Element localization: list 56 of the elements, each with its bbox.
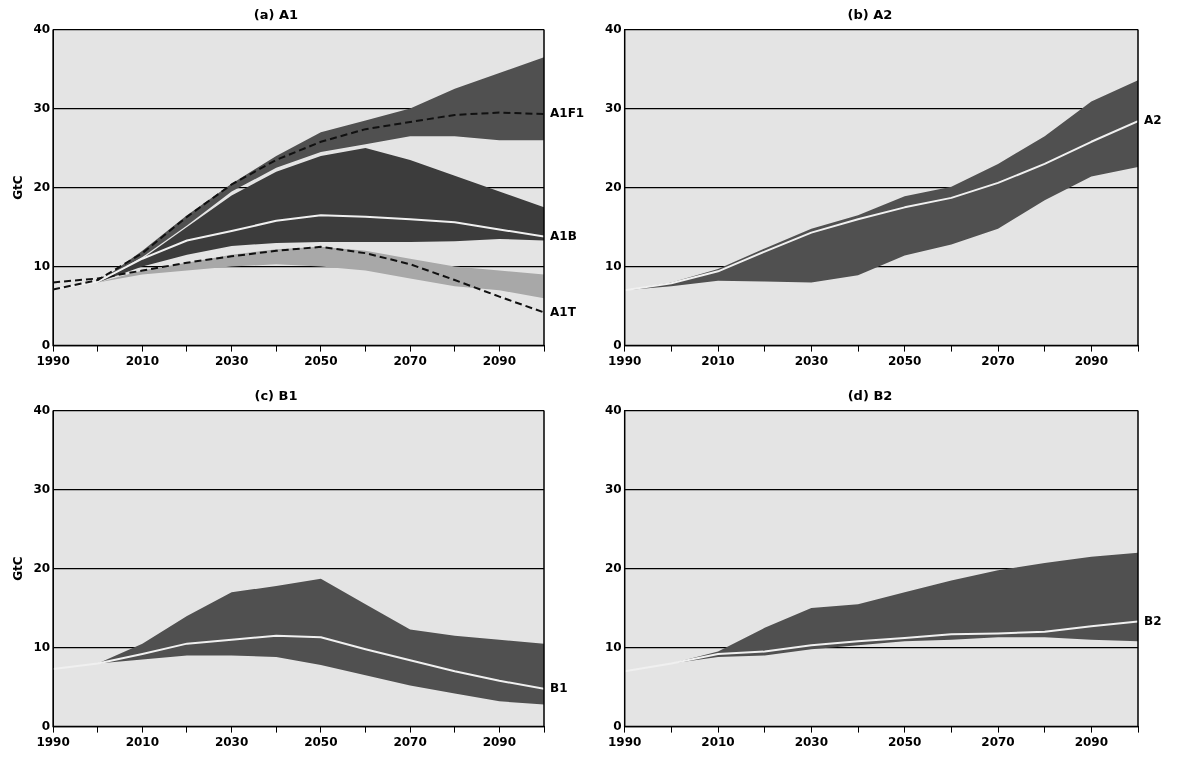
y-tick-label: 0 — [613, 337, 622, 352]
y-tick-label: 40 — [33, 21, 51, 36]
y-tick-label: 10 — [605, 639, 622, 654]
x-tick-label: 2070 — [393, 734, 427, 749]
x-tick-label: 2070 — [393, 353, 427, 368]
y-tick-label: 10 — [605, 258, 622, 273]
chart-title: (b) A2 — [847, 7, 893, 23]
x-tick-label: 2010 — [701, 353, 735, 368]
x-tick-label: 2030 — [794, 734, 829, 749]
chart-title: (c) B1 — [254, 388, 298, 404]
x-tick-label: 2030 — [214, 734, 249, 749]
x-tick-label: 2070 — [981, 353, 1015, 368]
x-tick-label: 2050 — [304, 353, 338, 368]
y-axis-title: GtC — [11, 556, 26, 581]
y-tick-label: 20 — [33, 179, 51, 194]
x-tick-label: 2030 — [794, 353, 829, 368]
y-tick-label: 20 — [605, 560, 622, 575]
series-label: A1F1 — [550, 106, 585, 121]
y-tick-label: 10 — [33, 639, 51, 654]
y-tick-label: 20 — [605, 179, 622, 194]
x-tick-label: 2010 — [125, 353, 160, 368]
series-label: A2 — [1144, 113, 1162, 128]
x-tick-label: 1990 — [608, 353, 642, 368]
x-tick-label: 2050 — [887, 353, 922, 368]
y-tick-label: 30 — [605, 100, 622, 115]
x-tick-label: 1990 — [608, 734, 642, 749]
y-axis-title: GtC — [11, 175, 26, 200]
x-tick-label: 2090 — [1074, 353, 1109, 368]
y-tick-label: 40 — [605, 402, 622, 417]
y-tick-label: 40 — [33, 402, 51, 417]
y-tick-label: 0 — [41, 718, 51, 733]
y-tick-label: 30 — [605, 481, 622, 496]
series-label: A1B — [550, 228, 577, 243]
x-tick-label: 1990 — [36, 353, 70, 368]
series-label: B2 — [1144, 613, 1162, 628]
y-tick-label: 40 — [605, 21, 622, 36]
x-tick-label: 2090 — [1074, 734, 1109, 749]
x-tick-label: 2070 — [981, 734, 1015, 749]
y-tick-label: 0 — [41, 337, 51, 352]
x-tick-label: 1990 — [36, 734, 70, 749]
y-tick-label: 30 — [33, 100, 51, 115]
y-tick-label: 30 — [33, 481, 51, 496]
x-tick-label: 2010 — [701, 734, 735, 749]
chart-title: (a) A1 — [253, 7, 299, 23]
x-tick-label: 2010 — [125, 734, 160, 749]
x-tick-label: 2050 — [304, 734, 338, 749]
x-tick-label: 2090 — [482, 734, 517, 749]
series-label: B1 — [550, 680, 568, 695]
y-tick-label: 20 — [33, 560, 51, 575]
y-tick-label: 10 — [33, 258, 51, 273]
x-tick-label: 2050 — [887, 734, 922, 749]
x-tick-label: 2030 — [214, 353, 249, 368]
series-label: A1T — [550, 304, 577, 319]
y-tick-label: 0 — [613, 718, 622, 733]
x-tick-label: 2090 — [482, 353, 517, 368]
chart-title: (d) B2 — [847, 388, 893, 404]
